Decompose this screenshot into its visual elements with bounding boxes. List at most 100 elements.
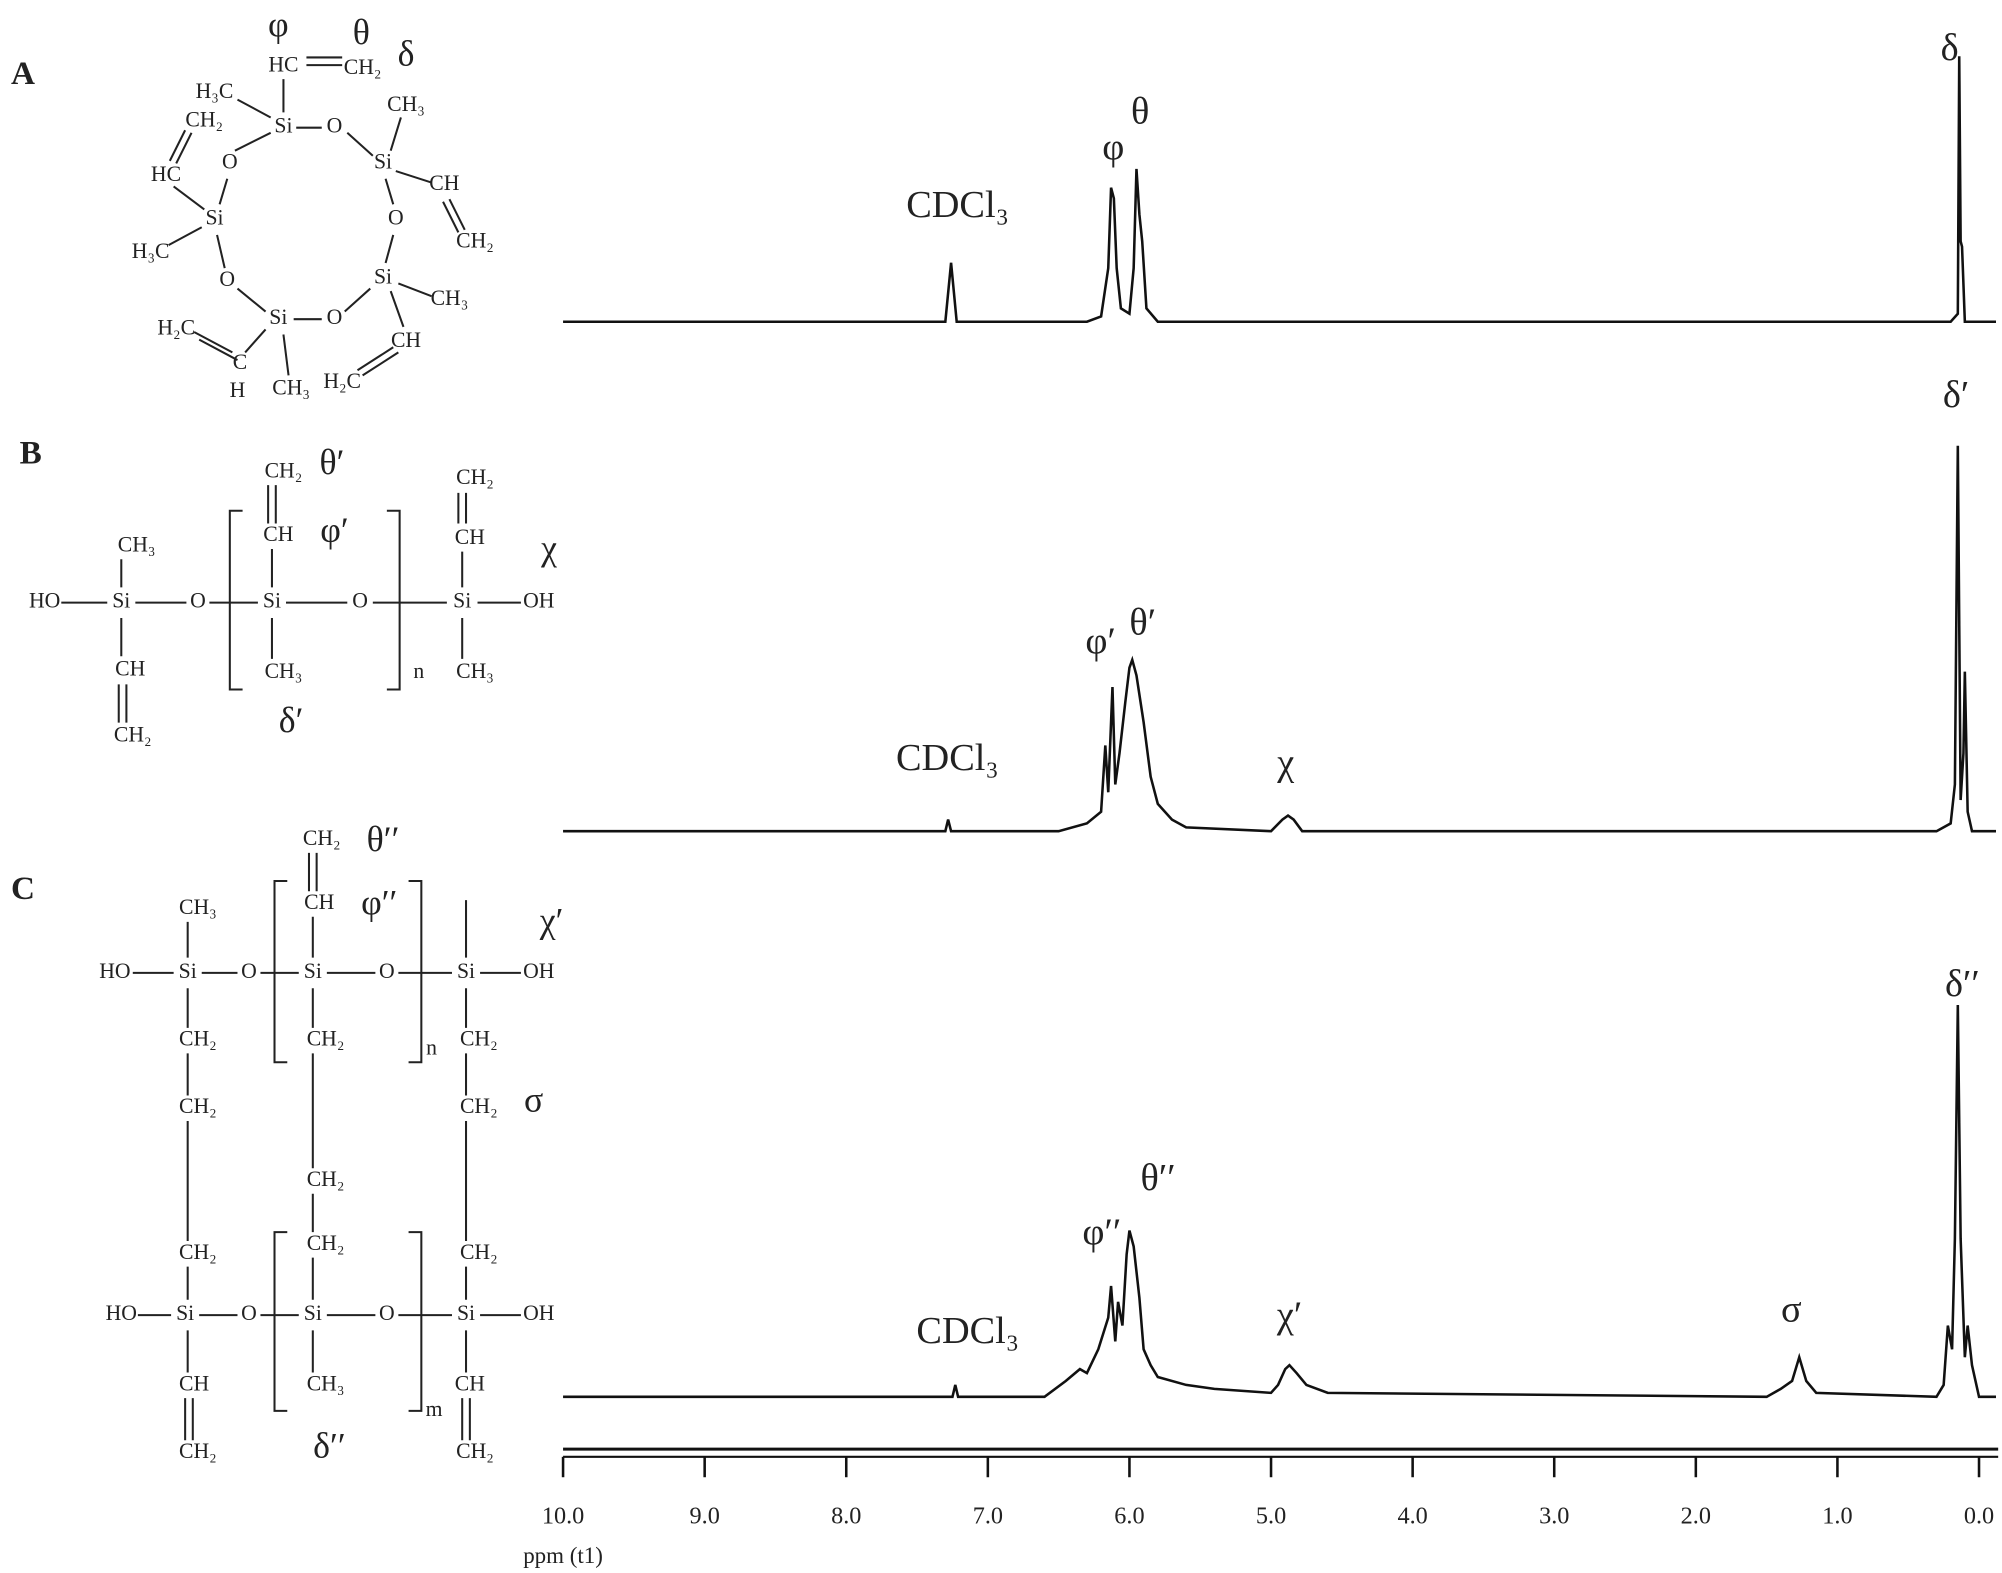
atom-label: Si xyxy=(112,589,130,613)
bonds-b xyxy=(61,485,521,723)
proton-label: φ′′ xyxy=(361,883,397,923)
atom-label: CH₂ xyxy=(307,1167,345,1191)
atom-label: OH xyxy=(523,1301,555,1325)
atom-label: CH₂ xyxy=(460,1240,498,1264)
x-tick-label: 9.0 xyxy=(690,1503,720,1530)
atom-label: O xyxy=(241,1301,257,1325)
atom-label: CH xyxy=(455,1371,485,1395)
atom-label: Si xyxy=(263,589,281,613)
solvent-label: CDCl₃ xyxy=(916,1310,1019,1352)
x-tick-label: 8.0 xyxy=(831,1503,861,1530)
atom-label: O xyxy=(379,1301,395,1325)
atom-label: CH₂ xyxy=(265,458,303,482)
peak-label: φ′′ xyxy=(1082,1212,1121,1254)
spectrum xyxy=(563,56,1996,324)
peak-label: δ′′ xyxy=(1945,963,1980,1005)
atom-label: CH₂ xyxy=(344,55,382,79)
peak-label: θ′′ xyxy=(1140,1157,1175,1199)
atom-label: CH₃ xyxy=(431,286,469,310)
atom-label: CH xyxy=(429,171,459,195)
atom-label: HO xyxy=(106,1301,137,1325)
x-tick-label: 0.0 xyxy=(1964,1503,1994,1530)
proton-label: φ′ xyxy=(320,510,348,550)
atom-label: CH xyxy=(304,890,334,914)
x-tick-label: 7.0 xyxy=(973,1503,1003,1530)
atom-label: O xyxy=(190,589,206,613)
atom-label: H₂C xyxy=(323,369,361,393)
atom-label: HC xyxy=(151,162,181,186)
atom-label: Si xyxy=(457,959,475,983)
peak-label: θ xyxy=(1131,91,1149,133)
atom-label: HO xyxy=(29,589,60,613)
atom-label: H₂C xyxy=(157,315,195,339)
atom-label: Si xyxy=(304,959,322,983)
atom-label: CH₃ xyxy=(387,92,425,116)
solvent-label: CDCl₃ xyxy=(906,184,1009,226)
panel-label: B xyxy=(20,434,42,471)
proton-label: χ′ xyxy=(539,901,564,941)
x-tick-label: 1.0 xyxy=(1822,1503,1852,1530)
atom-label: Si xyxy=(304,1301,322,1325)
atom-label: n xyxy=(426,1036,437,1060)
x-tick-label: 10.0 xyxy=(542,1503,584,1530)
peak-label: δ xyxy=(1941,27,1959,69)
proton-label: σ xyxy=(524,1079,543,1119)
solvent-label: CDCl₃ xyxy=(896,737,999,779)
atom-label: CH₂ xyxy=(307,1231,345,1255)
atom-label: O xyxy=(241,959,257,983)
atom-label: m xyxy=(426,1397,443,1421)
atom-label: CH₃ xyxy=(118,532,156,556)
atom-label: CH₂ xyxy=(179,1027,217,1051)
atom-label: Si xyxy=(374,264,392,288)
atom-label: H xyxy=(230,378,246,402)
x-tick-label: 3.0 xyxy=(1539,1503,1569,1530)
atom-label: CH₂ xyxy=(456,465,494,489)
atom-label: Si xyxy=(269,305,287,329)
atom-label: Si xyxy=(205,206,223,230)
atom-label: CH₂ xyxy=(456,1439,494,1463)
peak-label: χ′ xyxy=(1276,1295,1302,1337)
proton-label: φ xyxy=(268,4,289,44)
atom-label: Si xyxy=(274,114,292,138)
proton-label: θ′′ xyxy=(367,819,400,859)
x-tick-label: 6.0 xyxy=(1114,1503,1144,1530)
atom-label: Si xyxy=(453,589,471,613)
atom-label: O xyxy=(379,959,395,983)
x-tick-label: 5.0 xyxy=(1256,1503,1286,1530)
peak-label: χ xyxy=(1276,742,1294,784)
atom-label: OH xyxy=(523,589,555,613)
atom-label: CH xyxy=(263,522,293,546)
atom-label: CH₂ xyxy=(456,229,494,253)
atom-label: C xyxy=(233,350,247,374)
atom-label: CH₂ xyxy=(460,1094,498,1118)
peak-label: φ xyxy=(1102,126,1124,168)
atom-label: HC xyxy=(268,52,298,76)
atom-label: Si xyxy=(457,1301,475,1325)
atom-label: Si xyxy=(179,959,197,983)
atom-label: HO xyxy=(99,959,130,983)
x-tick-label: 4.0 xyxy=(1397,1503,1427,1530)
peak-label: θ′ xyxy=(1129,601,1156,643)
proton-label: δ′′ xyxy=(313,1425,346,1465)
proton-label: θ xyxy=(353,12,370,52)
atom-label: CH₂ xyxy=(114,723,152,747)
atom-label: CH₂ xyxy=(185,107,223,131)
atom-label: CH₂ xyxy=(179,1439,217,1463)
atom-label: OH xyxy=(523,959,555,983)
atom-label: CH₂ xyxy=(179,1240,217,1264)
atom-label: O xyxy=(388,206,404,230)
atom-label: CH₂ xyxy=(307,1027,345,1051)
bonds-c xyxy=(132,852,521,1441)
atom-label: CH₃ xyxy=(307,1371,345,1395)
x-axis-label: ppm (t1) xyxy=(523,1543,603,1568)
proton-label: θ′ xyxy=(319,442,344,482)
atom-label: CH₂ xyxy=(179,1094,217,1118)
peak-label: σ xyxy=(1781,1288,1802,1330)
panel-label: A xyxy=(11,55,35,92)
atom-label: O xyxy=(352,589,368,613)
panel-label: C xyxy=(11,870,35,907)
atom-label: CH₃ xyxy=(272,375,310,399)
atom-label: CH xyxy=(455,525,485,549)
atom-label: O xyxy=(327,305,343,329)
